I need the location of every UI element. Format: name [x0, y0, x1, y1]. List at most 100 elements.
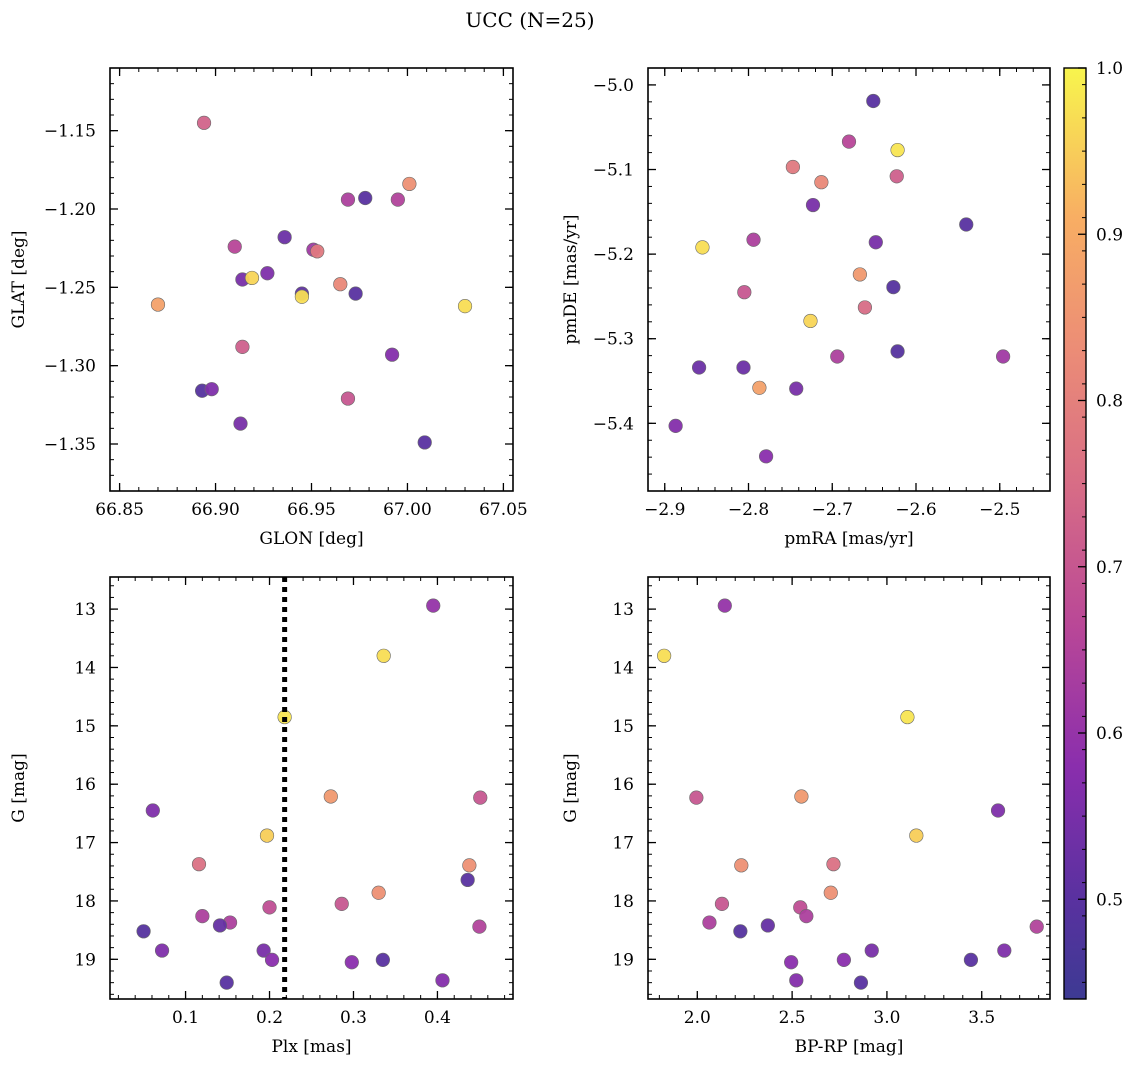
data-point — [371, 885, 386, 900]
x-tick-label: 0.4 — [424, 1008, 451, 1028]
data-point — [826, 857, 841, 872]
data-points — [668, 93, 1011, 464]
data-point — [841, 134, 857, 149]
data-point — [746, 232, 761, 247]
data-point — [805, 197, 821, 213]
data-point — [244, 270, 260, 286]
data-point — [702, 915, 717, 930]
data-point — [857, 300, 873, 315]
data-point — [385, 347, 400, 362]
data-point — [417, 435, 432, 450]
data-point — [868, 235, 883, 250]
data-point — [435, 973, 450, 988]
data-point — [426, 598, 441, 613]
data-point — [890, 142, 905, 158]
data-point — [889, 169, 904, 184]
data-point — [402, 176, 417, 192]
data-point — [259, 828, 275, 843]
data-point — [233, 416, 248, 431]
y-tick-label: −1.30 — [44, 357, 96, 377]
data-point — [909, 828, 924, 843]
x-tick-label: −2.7 — [812, 500, 853, 520]
data-point — [235, 339, 250, 354]
y-tick-label: 17 — [74, 834, 96, 854]
data-point — [227, 239, 242, 254]
x-tick-label: −2.9 — [644, 500, 685, 520]
y-tick-label: 18 — [74, 892, 96, 912]
data-point — [789, 973, 804, 988]
x-tick-label: 2.0 — [684, 1008, 711, 1028]
data-point — [204, 382, 219, 397]
data-point — [191, 857, 207, 872]
data-point — [333, 277, 348, 292]
y-tick-label: 16 — [74, 775, 96, 795]
data-point — [375, 952, 390, 967]
data-points — [150, 115, 473, 450]
data-point — [886, 280, 901, 295]
data-point — [714, 896, 730, 911]
data-point — [473, 790, 488, 805]
data-point — [990, 803, 1006, 818]
data-point — [212, 918, 228, 933]
x-tick-label: 66.95 — [287, 500, 336, 520]
scatter-panel-2: −2.9 −2.8 −2.7 −2.6 −2.5 −5.0 −5.1 −5.2 −5.3 −5.4… — [561, 67, 1051, 549]
data-point — [959, 217, 974, 232]
x-tick-label: −2.5 — [979, 500, 1020, 520]
colorbar-frame — [1063, 67, 1087, 1000]
x-tick-label: −2.6 — [895, 500, 936, 520]
data-point — [348, 286, 363, 301]
colorbar: 0.5 0.6 0.7 0.8 0.9 1.0 — [1063, 59, 1123, 1000]
y-tick-label: 14 — [74, 658, 96, 678]
data-point — [785, 159, 800, 175]
x-axis-label: BP-RP [mag] — [795, 1037, 904, 1057]
data-point — [358, 190, 373, 206]
data-point — [734, 858, 749, 873]
y-tick-label: 13 — [612, 600, 634, 620]
data-point — [758, 449, 774, 464]
y-tick-label: 19 — [612, 950, 634, 970]
data-point — [717, 598, 732, 613]
data-point — [689, 790, 704, 805]
colorbar-tick-label: 0.8 — [1096, 392, 1123, 412]
data-point — [260, 266, 275, 281]
y-tick-label: −1.20 — [44, 200, 96, 220]
data-point — [852, 267, 867, 282]
y-axis-label: pmDE [mas/yr] — [561, 214, 581, 344]
data-point — [457, 299, 473, 314]
x-tick-label: 0.3 — [340, 1008, 367, 1028]
y-tick-label: 17 — [612, 834, 634, 854]
data-point — [310, 244, 325, 259]
data-point — [853, 975, 869, 990]
data-point — [344, 955, 359, 970]
y-axis-label: G [mag] — [9, 753, 29, 822]
data-point — [789, 381, 804, 396]
data-point — [737, 285, 752, 300]
data-point — [195, 909, 210, 924]
y-tick-label: −5.4 — [593, 414, 634, 434]
x-tick-label: 66.85 — [95, 500, 144, 520]
plot-frame — [647, 576, 1051, 1000]
data-point — [340, 391, 356, 406]
y-tick-label: 13 — [74, 600, 96, 620]
y-tick-label: −1.15 — [44, 122, 96, 142]
data-points — [657, 598, 1044, 990]
x-tick-label: 67.00 — [383, 500, 432, 520]
data-point — [794, 789, 809, 804]
data-point — [784, 955, 799, 970]
data-point — [472, 919, 487, 934]
data-point — [460, 872, 475, 888]
colorbar-tick-label: 0.6 — [1096, 724, 1123, 744]
data-point — [462, 858, 477, 873]
y-tick-label: 18 — [612, 892, 634, 912]
plot-frame — [109, 576, 514, 1000]
y-tick-label: 19 — [74, 950, 96, 970]
data-point — [334, 896, 349, 911]
y-tick-label: −5.0 — [593, 76, 634, 96]
y-tick-label: 16 — [612, 775, 634, 795]
data-point — [995, 349, 1011, 364]
y-tick-label: −5.2 — [593, 245, 634, 265]
data-point — [277, 230, 292, 245]
data-point — [695, 240, 710, 255]
data-point — [657, 648, 672, 663]
